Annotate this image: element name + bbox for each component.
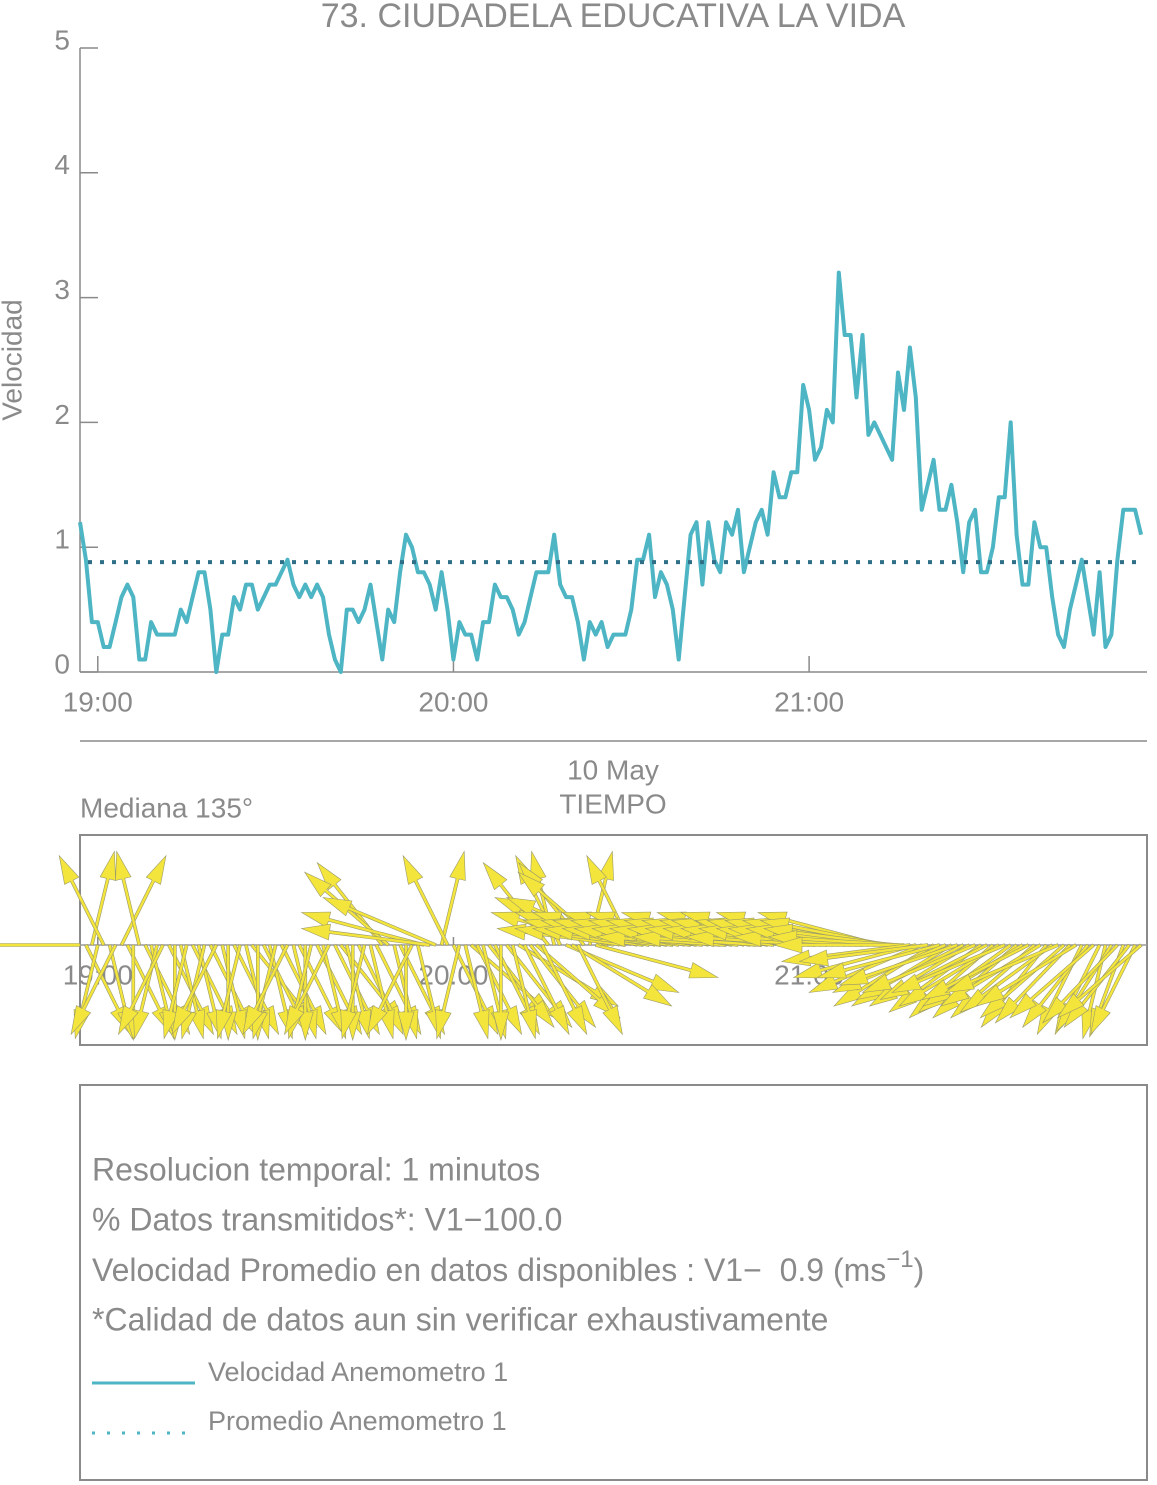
wind-arrow bbox=[1056, 943, 1143, 1019]
legend-label: Promedio Anemometro 1 bbox=[208, 1406, 507, 1436]
wind-arrow bbox=[631, 930, 763, 947]
info-line: % Datos transmitidos*: V1−100.0 bbox=[92, 1201, 562, 1237]
wind-arrow bbox=[215, 944, 242, 1040]
wind-arrow bbox=[58, 854, 106, 947]
x-tick-label: 21:00 bbox=[774, 686, 844, 717]
wind-arrow bbox=[510, 944, 537, 1040]
y-tick-label: 5 bbox=[54, 24, 70, 55]
y-tick-label: 3 bbox=[54, 274, 70, 305]
y-tick-label: 4 bbox=[54, 149, 70, 180]
wind-arrow bbox=[492, 944, 510, 1042]
wind-arrow bbox=[242, 943, 290, 1036]
wind-arrow bbox=[90, 850, 116, 946]
wind-arrow bbox=[891, 943, 1006, 993]
wind-arrow bbox=[798, 943, 929, 967]
quiver-title: Mediana 135° bbox=[80, 792, 253, 823]
x-tick-label: 19:00 bbox=[63, 686, 133, 717]
wind-arrow bbox=[439, 850, 466, 946]
y-axis-label: Velocidad bbox=[0, 299, 27, 420]
wind-arrow bbox=[594, 943, 719, 979]
speed-line bbox=[78, 270, 1144, 674]
wind-arrow bbox=[435, 944, 462, 1040]
info-line: Velocidad Promedio en datos disponibles … bbox=[92, 1246, 924, 1288]
x-axis-label: TIEMPO bbox=[559, 788, 666, 819]
wind-arrow bbox=[816, 943, 941, 979]
wind-arrow bbox=[944, 943, 1060, 993]
wind-arrow bbox=[1042, 943, 1119, 1024]
y-tick-label: 2 bbox=[54, 399, 70, 430]
info-line: Resolucion temporal: 1 minutos bbox=[92, 1151, 540, 1187]
wind-arrow bbox=[367, 943, 414, 1036]
wind-arrow bbox=[118, 943, 165, 1036]
legend: Velocidad Anemometro 1 Promedio Anemomet… bbox=[92, 1357, 508, 1436]
wind-arrow bbox=[70, 943, 118, 1036]
wind-arrow bbox=[921, 943, 1030, 1000]
wind-arrow bbox=[576, 943, 623, 1036]
y-tick-label: 0 bbox=[54, 648, 70, 679]
info-box bbox=[79, 1084, 1148, 1481]
info-text: Velocidad Promedio en datos disponibles … bbox=[92, 1252, 886, 1288]
x-tick-label: 19:00 bbox=[63, 959, 133, 990]
quiver-frame bbox=[79, 834, 1148, 1046]
wind-arrow bbox=[340, 944, 367, 1040]
wind-arrow bbox=[300, 923, 431, 947]
wind-arrow bbox=[463, 944, 490, 1040]
wind-arrow bbox=[838, 943, 959, 986]
wind-arrow bbox=[570, 943, 673, 1007]
date-label: 10 May bbox=[567, 754, 659, 785]
wind-arrow bbox=[322, 897, 437, 947]
wind-arrow bbox=[861, 943, 977, 993]
wind-arrow bbox=[171, 943, 219, 1036]
wind-arrow bbox=[959, 943, 1054, 1013]
wind-arrow bbox=[119, 854, 167, 947]
info-line: *Calidad de datos aun sin verificar exha… bbox=[92, 1301, 828, 1337]
info-text: ) bbox=[914, 1252, 925, 1288]
wind-arrow bbox=[1009, 943, 1096, 1019]
wind-arrow bbox=[0, 943, 81, 947]
wind-arrow bbox=[115, 850, 142, 946]
y-tick-label: 1 bbox=[54, 524, 70, 555]
wind-arrow bbox=[162, 944, 189, 1040]
info-sup: −1 bbox=[886, 1246, 913, 1273]
wind-arrow bbox=[402, 854, 450, 947]
wind-arrow bbox=[522, 943, 570, 1036]
wind-arrow bbox=[284, 943, 331, 1036]
legend-label: Velocidad Anemometro 1 bbox=[208, 1357, 508, 1387]
wind-arrow bbox=[975, 943, 1078, 1007]
wind-arrow bbox=[540, 943, 588, 1036]
x-tick-label: 20:00 bbox=[418, 686, 488, 717]
chart-title: 73. CIUDADELA EDUCATIVA LA VIDA bbox=[321, 0, 906, 35]
wind-arrow bbox=[1090, 943, 1137, 1036]
